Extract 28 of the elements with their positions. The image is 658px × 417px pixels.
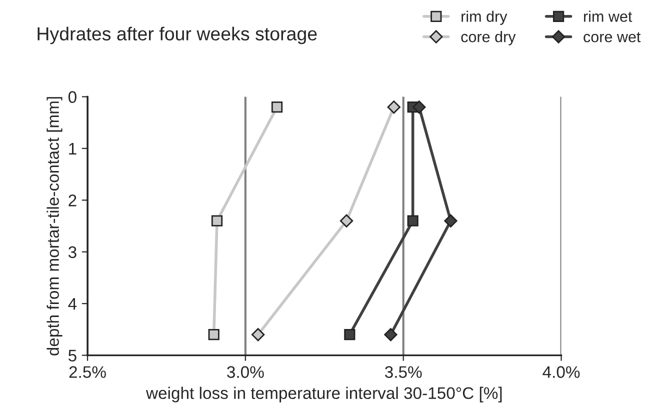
point: [251, 328, 265, 342]
chart-title: Hydrates after four weeks storage: [38, 26, 317, 44]
y-tick-label: 2: [68, 194, 76, 206]
y-tick-label: 1: [69, 143, 76, 154]
y-tick-label: 5: [68, 350, 76, 362]
x-tick-label: 3.5%: [384, 366, 422, 378]
legend-label: core dry: [461, 31, 516, 46]
point: [387, 100, 400, 114]
x-tick-label: 3.0%: [227, 366, 264, 378]
point: [444, 214, 458, 228]
y-tick-label: 4: [68, 298, 77, 310]
legend-label: rim wet: [584, 10, 632, 22]
y-tick-label: 0: [68, 91, 76, 103]
point: [271, 102, 283, 113]
point: [340, 214, 354, 228]
x-tick-label: 4.0%: [542, 366, 580, 378]
point: [211, 215, 223, 226]
y-tick-label: 3: [68, 246, 76, 258]
y-axis-title: depth from mortar-tile-contact [mm]: [46, 97, 62, 356]
x-tick-label: 2.5%: [69, 366, 106, 378]
point: [344, 329, 356, 340]
point: [384, 328, 398, 342]
point: [407, 215, 418, 226]
legend-label: core wet: [584, 32, 641, 42]
point: [412, 100, 426, 114]
legend-label: rim dry: [462, 10, 508, 25]
point: [208, 329, 220, 340]
x-axis-title: weight loss in temperature interval 30-150°C [%]: [146, 386, 502, 402]
